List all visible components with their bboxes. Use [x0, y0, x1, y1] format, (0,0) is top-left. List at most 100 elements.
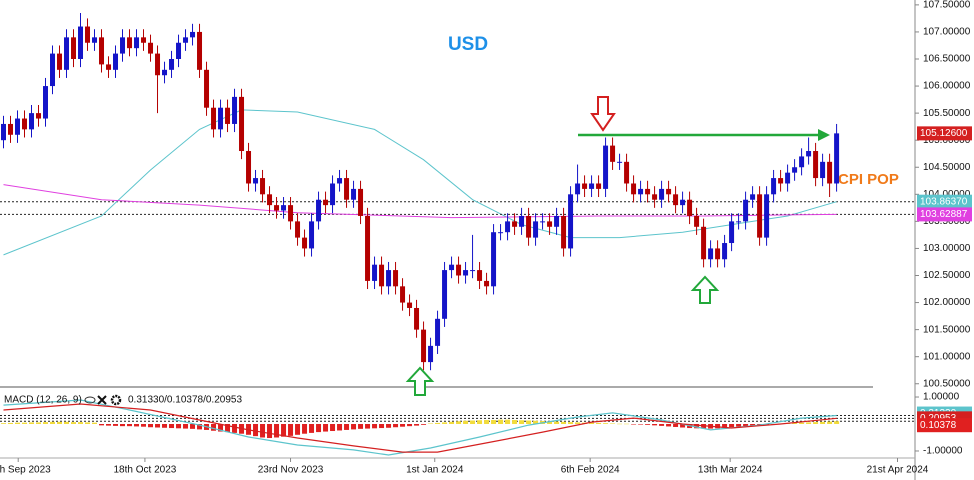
histogram-bar — [750, 424, 756, 426]
candle-body — [778, 178, 784, 184]
arrow-head — [818, 129, 830, 141]
candle-body — [645, 188, 651, 195]
candle-body — [288, 205, 294, 222]
y-tick-label: 107.50000 — [923, 0, 971, 11]
x-tick-label: 1st Jan 2024 — [406, 465, 464, 476]
histogram-bar — [407, 424, 413, 427]
candle-body — [218, 107, 224, 130]
histogram-bar — [337, 424, 343, 431]
candle-body — [22, 118, 28, 130]
y-tick-label: -1.00000 — [923, 446, 963, 457]
histogram-bar — [603, 423, 609, 424]
histogram-bar — [155, 424, 161, 428]
histogram-bar — [827, 421, 833, 424]
candle-body — [260, 178, 266, 195]
histogram-bar — [575, 422, 581, 424]
histogram-bar — [260, 424, 266, 438]
candle-body — [596, 183, 602, 189]
candle-body — [512, 221, 518, 227]
price-label-box — [917, 418, 972, 433]
histogram-bar — [43, 422, 49, 424]
histogram-bar — [218, 424, 224, 432]
price-label: 103.86370 — [920, 196, 968, 207]
candle-body — [337, 178, 343, 184]
candle-body — [29, 113, 35, 130]
candle-body — [582, 183, 588, 189]
histogram-bar — [610, 423, 616, 424]
candle-body — [134, 37, 140, 49]
close-icon[interactable] — [97, 395, 107, 405]
histogram-bar — [498, 419, 504, 424]
histogram-bar — [267, 424, 273, 439]
candle-body — [750, 194, 756, 200]
histogram-bar — [673, 424, 679, 427]
eye-icon[interactable] — [84, 396, 96, 404]
settings-icon[interactable] — [110, 394, 122, 406]
y-tick-label: 101.00000 — [923, 351, 971, 362]
histogram-bar — [645, 424, 651, 425]
histogram-bar — [323, 424, 329, 432]
candle-body — [813, 151, 819, 179]
histogram-bar — [176, 424, 182, 429]
histogram-bar — [134, 424, 140, 427]
histogram-bar — [309, 424, 315, 433]
x-tick-label: 21st Apr 2024 — [867, 465, 929, 476]
candle-body — [141, 37, 147, 43]
histogram-bar — [813, 422, 819, 424]
histogram-bar — [806, 422, 812, 424]
candle-body — [554, 215, 560, 227]
histogram-bar — [694, 424, 700, 429]
candle-body — [547, 221, 553, 227]
candle-body — [190, 31, 196, 38]
candle-body — [421, 329, 427, 363]
candle-body — [57, 53, 63, 70]
candle-body — [680, 199, 686, 206]
up-arrow — [405, 366, 435, 396]
candle-body — [253, 178, 259, 184]
histogram-bar — [568, 422, 574, 424]
y-tick-label: 104.00000 — [923, 189, 971, 200]
histogram-bar — [484, 419, 490, 424]
histogram-bar — [834, 421, 840, 424]
candle-body — [771, 178, 777, 195]
up-arrow — [690, 275, 720, 304]
price-label-box — [917, 194, 972, 209]
histogram-bar — [71, 422, 77, 424]
histogram-bar — [792, 422, 798, 424]
candle-body — [484, 280, 490, 287]
candle-body — [624, 161, 630, 184]
candle-body — [246, 151, 252, 184]
candle-body — [834, 133, 840, 184]
indicator-line — [3, 403, 837, 453]
chart-title: USD — [448, 34, 488, 55]
histogram-bar — [344, 424, 350, 430]
price-label: 105.12600 — [920, 128, 968, 139]
histogram-bar — [512, 419, 518, 424]
down-arrow — [590, 96, 616, 132]
candle-body — [400, 286, 406, 303]
x-tick-label: 23rd Nov 2023 — [258, 465, 324, 476]
candle-body — [309, 221, 315, 249]
level-arrow — [578, 129, 830, 141]
candle-body — [267, 194, 273, 206]
candle-body — [470, 270, 476, 272]
candle-body — [757, 194, 763, 238]
price-label-box — [917, 126, 972, 141]
histogram-bar — [526, 420, 532, 424]
histogram-bar — [400, 424, 406, 427]
histogram-bar — [288, 424, 294, 436]
histogram-bar — [393, 424, 399, 428]
histogram-bar — [162, 424, 168, 428]
histogram-bar — [820, 421, 826, 424]
candle-body — [526, 215, 532, 238]
histogram-bar — [1, 423, 7, 424]
histogram-bar — [421, 424, 427, 425]
candle-body — [162, 69, 168, 76]
histogram-bar — [92, 422, 98, 424]
histogram-bar — [22, 422, 28, 424]
candle-body — [533, 221, 539, 238]
candle-body — [239, 96, 245, 152]
candle-body — [631, 183, 637, 195]
indicator-title: MACD (12, 26, 9) — [4, 395, 82, 406]
candle-body — [736, 221, 742, 223]
